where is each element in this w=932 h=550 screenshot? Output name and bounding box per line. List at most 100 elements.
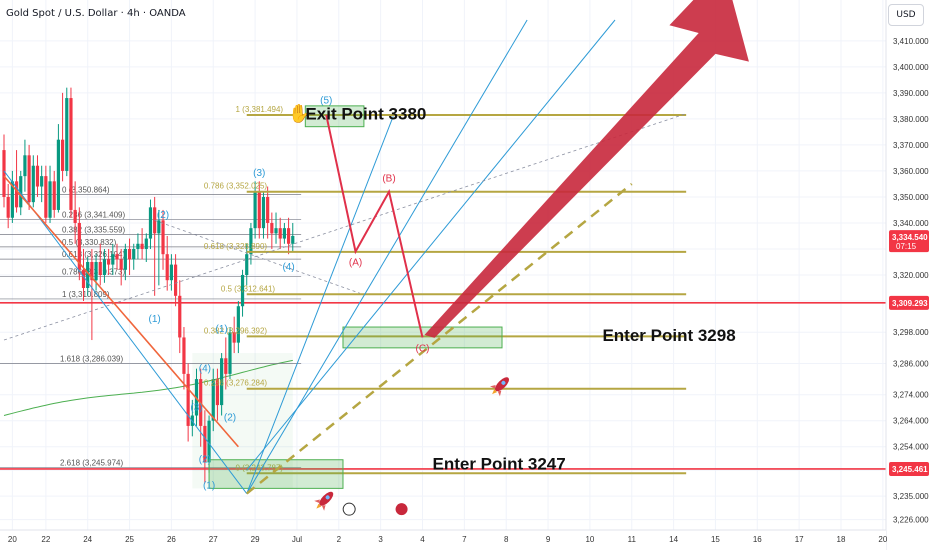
- fib-left-label: 1 (3,310.809): [62, 290, 110, 299]
- candle-body: [286, 228, 291, 244]
- candle-body: [278, 228, 282, 239]
- rocket-window: [325, 495, 330, 500]
- wave-label: (1): [149, 314, 161, 325]
- candle-body: [178, 295, 182, 338]
- projection-path: [325, 114, 424, 338]
- wave-channel-line: [246, 116, 394, 494]
- candle-body: [186, 373, 190, 426]
- price-axis-bg: [886, 0, 932, 550]
- wave-label: (3): [190, 402, 202, 413]
- candle-body: [132, 248, 136, 260]
- price-tick-label: 3,298.000: [893, 328, 929, 337]
- dashed-projection-line: [245, 182, 633, 495]
- candle-body: [27, 155, 31, 203]
- candle-body: [266, 196, 270, 223]
- time-tick-label: 27: [209, 535, 218, 544]
- candle-body: [60, 139, 65, 171]
- price-tick-label: 3,320.000: [893, 271, 929, 280]
- candle-body: [48, 181, 52, 218]
- fib-right-label: 0.236 (3,276.284): [204, 379, 267, 388]
- wave-label: (4): [199, 363, 211, 374]
- price-tick-label: 3,235.000: [893, 492, 929, 501]
- time-tick-label: Jul: [292, 535, 302, 544]
- time-tick-label: 18: [837, 535, 846, 544]
- hand-icon: ✋: [288, 102, 310, 124]
- event-icon: [342, 502, 356, 516]
- projection-label: (C): [416, 343, 430, 354]
- candle-body: [2, 150, 6, 197]
- projection-label: (B): [382, 174, 395, 185]
- fib-left-label: 2.618 (3,245.974): [60, 459, 123, 468]
- rocket-fin: [322, 505, 326, 511]
- symbol-title: Gold Spot / U.S. Dollar · 4h · OANDA: [6, 8, 186, 19]
- time-tick-label: 8: [504, 535, 509, 544]
- candle-body: [14, 181, 19, 208]
- candle-body: [19, 176, 23, 208]
- candle-body: [69, 98, 73, 210]
- time-tick-label: 2: [337, 535, 342, 544]
- candle-body: [261, 196, 266, 229]
- time-tick-label: 3: [378, 535, 383, 544]
- candle-body: [211, 379, 215, 421]
- wave-label: (4): [282, 262, 294, 273]
- time-tick-label: 29: [251, 535, 260, 544]
- candle-body: [232, 332, 236, 343]
- moving-average-line: [3, 359, 293, 416]
- candle-body: [140, 243, 144, 249]
- candle-body: [111, 254, 115, 265]
- wave-channel-line: [3, 170, 248, 494]
- entry-zone: [208, 459, 344, 489]
- time-tick-label: 20: [8, 535, 17, 544]
- candle-body: [249, 228, 253, 255]
- candle-body: [44, 176, 48, 218]
- candle-body: [257, 191, 261, 229]
- time-axis-bg: [0, 530, 886, 550]
- candle-body: [182, 337, 186, 374]
- price-tag-value: 3,309.293: [892, 299, 928, 308]
- fib-left-label: 0 (3,350.864): [62, 186, 110, 195]
- time-tick-label: 25: [125, 535, 134, 544]
- price-tick-label: 3,410.000: [893, 37, 929, 46]
- rocket-window: [501, 380, 506, 385]
- candle-body: [157, 220, 161, 234]
- candle-body: [81, 269, 86, 289]
- candle-body: [90, 261, 94, 281]
- candle-body: [136, 243, 140, 249]
- candle-body: [253, 191, 257, 229]
- candle-body: [77, 222, 81, 270]
- candle-body: [148, 207, 153, 239]
- candle-body: [215, 379, 220, 406]
- dotted-trend-line: [154, 219, 360, 294]
- wave-channel-line: [246, 19, 528, 494]
- candle-body: [144, 238, 148, 249]
- candle-body: [102, 259, 107, 275]
- price-tag-value: 3,334.540: [892, 233, 928, 242]
- fib-right-label: 0.618 (3,328.890): [204, 242, 267, 251]
- price-tick-label: 3,264.000: [893, 417, 929, 426]
- candle-body: [94, 261, 98, 281]
- candle-body: [165, 254, 169, 281]
- price-tick-label: 3,226.000: [893, 516, 929, 525]
- candle-body: [274, 228, 278, 234]
- candle-body: [23, 155, 27, 177]
- entry-zone: [304, 105, 365, 128]
- price-tag: [889, 461, 929, 476]
- exit-point-label: Exit Point 3380: [305, 104, 426, 123]
- candle-body: [161, 220, 165, 255]
- candle-body: [52, 181, 56, 210]
- candle-body: [73, 209, 77, 223]
- currency-button[interactable]: USD: [888, 4, 924, 26]
- fib-left-label: 0.382 (3,335.559): [62, 225, 125, 234]
- candle-body: [107, 259, 111, 265]
- price-tick-label: 3,254.000: [893, 443, 929, 452]
- enter-point-label: Enter Point 3247: [433, 455, 566, 474]
- trend-line: [3, 175, 239, 448]
- candle-body: [115, 254, 119, 260]
- candle-body: [56, 139, 61, 210]
- wave-label: (1): [203, 480, 215, 491]
- price-tick-label: 3,274.000: [893, 391, 929, 400]
- price-tick-label: 3,370.000: [893, 141, 929, 150]
- wave-label: (3): [253, 168, 265, 179]
